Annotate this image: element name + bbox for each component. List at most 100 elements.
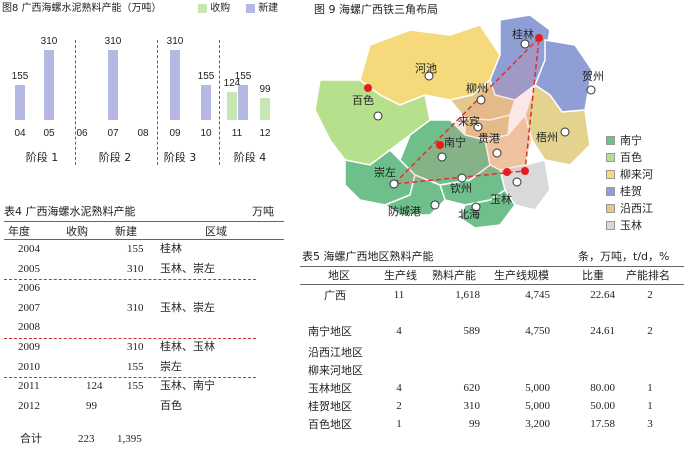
table-5-header: 生产线 [384,269,417,282]
cell-year: 2005 [18,262,40,275]
bar-new-build [170,50,180,120]
cell-year: 2006 [18,282,40,295]
cell-new-build: 310 [127,301,144,314]
bar-acquisition [227,92,237,120]
table-4-top-rule [4,221,284,222]
cell-region: 桂贺地区 [308,400,352,413]
cell-region: 玉林、南宁 [160,380,215,393]
plant-marker [436,141,444,149]
cell-region: 崇左 [160,360,182,373]
city-dot [586,85,596,95]
cell-region: 桂林、玉林 [160,341,215,353]
x-tick-label: 09 [169,128,181,139]
city-label-fangchenggang: 防城港 [388,204,421,218]
cell-acquisition: 99 [86,399,97,412]
map-legend-item: 南宁 [606,134,642,147]
cell-year: 2007 [18,301,40,314]
cell-rank: 1 [647,382,653,394]
cell-year: 2008 [18,321,40,334]
bar-new-build [15,85,25,120]
map-legend-item: 桂贺 [606,185,642,198]
cell-capacity: 99 [469,418,480,430]
city-dot [437,152,447,162]
cell-region: 玉林、崇左 [160,301,215,314]
city-dot [457,173,467,183]
table-5-body: 广西 11 1,618 4,745 22.64 2 南宁地区 4 589 4,750 24.61 2 沿… [300,248,686,451]
figure-9-title: 图 9 海螺广西铁三角布局 [314,3,438,16]
total-new-build: 1,395 [117,433,142,445]
table-4-header: 收购 [66,225,88,238]
city-label-hezhou: 贺州 [582,70,604,83]
cell-line-count: 1 [396,418,402,430]
cell-rank: 2 [647,325,653,337]
table-4-header: 年度 [8,225,30,238]
city-dot [424,71,434,81]
cell-line-scale: 4,750 [525,325,550,337]
figure-8: 图8 广西海螺水泥熟料产能（万吨） 收购 新建 155 310 310 310 155 1… [0,0,290,170]
bar-data-label: 155 [234,71,252,82]
bar-new-build [238,85,248,120]
cell-new-build: 155 [127,360,144,373]
cell-capacity: 589 [463,325,481,337]
cell-region: 柳来河地区 [308,364,363,377]
iron-triangle [391,35,540,185]
bar-data-label: 124 [223,78,241,89]
table-5-header: 比重 [582,269,604,282]
legend-swatch-new-build [246,3,255,13]
city-dot [512,177,522,187]
x-tick-label: 04 [14,128,26,139]
stage-divider [4,338,256,339]
stage-divider [4,279,256,280]
cell-share: 17.58 [590,418,615,430]
bar-data-label: 310 [40,36,58,47]
city-label-guilin: 桂林 [512,27,534,41]
plant-marker [521,167,529,175]
bar-new-build [201,85,211,120]
stage-separator [75,40,76,165]
city-dot [520,39,530,49]
x-tick-label: 12 [259,128,271,139]
city-dot [373,111,383,121]
cell-new-build: 155 [127,243,144,255]
cell-share: 24.61 [590,325,615,337]
guangxi-map: 桂林 河池 贺州 柳州 百色 来宾 梧州 南宁 贵港 崇左 钦州 玉林 防城港 … [314,14,604,229]
table-4-header: 区域 [205,225,227,238]
region-beihai [459,188,516,229]
table-4-title: 表4 广西海螺水泥熟料产能 [4,205,136,218]
bar-data-label: 310 [166,36,184,47]
cell-year: 2009 [18,341,40,353]
cell-region: 沿西江地区 [308,346,363,359]
region-fangchenggang [383,173,446,216]
plant-marker [364,84,372,92]
map-legend-label: 桂贺 [620,185,642,198]
map-legend-label: 玉林 [620,219,642,232]
bar-data-label: 155 [197,71,215,82]
bar-new-build [108,50,118,120]
legend-acquisition: 收购 [198,3,230,15]
cell-line-scale: 5,000 [525,400,550,412]
cell-share: 22.64 [590,289,615,301]
total-acquisition: 223 [78,433,95,445]
table-4: 表4 广西海螺水泥熟料产能 万吨 年度 收购 新建 区域 2004 155 桂林 20… [0,205,290,451]
plant-marker [535,34,543,42]
cell-acquisition: 124 [86,380,103,393]
cell-line-scale: 3,200 [525,418,550,430]
cell-year: 2010 [18,360,40,373]
map-legend-item: 玉林 [606,219,642,232]
x-tick-label: 08 [137,128,149,139]
stage-label: 阶段 3 [163,151,197,164]
figure-8-title: 图8 广西海螺水泥熟料产能（万吨） [2,3,162,14]
cell-capacity: 620 [463,382,481,394]
cell-region: 桂林 [160,243,182,255]
map-legend-item: 沿西江 [606,202,653,215]
map-legend-label: 柳来河 [620,168,653,181]
map-legend-item: 百色 [606,151,642,164]
city-label-qinzhou: 钦州 [450,182,472,195]
cell-year: 2012 [18,399,40,412]
stage-separator [157,40,158,165]
city-dot [471,202,481,212]
cell-capacity: 310 [463,400,481,412]
x-tick-label: 11 [231,128,243,139]
cell-rank: 2 [647,289,653,301]
plant-marker [503,168,511,176]
